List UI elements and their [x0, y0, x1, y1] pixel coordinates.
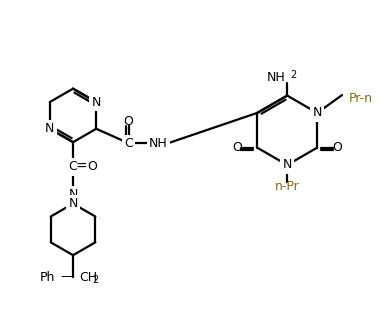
Text: N: N	[92, 96, 101, 109]
Text: CH: CH	[79, 270, 97, 283]
Text: —: —	[61, 270, 74, 283]
Text: 2: 2	[290, 70, 296, 80]
Text: N: N	[283, 159, 292, 172]
Text: =: =	[75, 160, 87, 174]
Text: O: O	[123, 115, 134, 128]
Text: O: O	[87, 161, 97, 174]
Text: N: N	[45, 122, 55, 135]
Text: NH: NH	[149, 137, 168, 150]
Text: O: O	[332, 141, 342, 154]
Text: Ph: Ph	[40, 270, 55, 283]
Text: Pr-n: Pr-n	[349, 92, 373, 105]
Text: N: N	[68, 197, 78, 210]
Text: O: O	[232, 141, 242, 154]
Text: N: N	[68, 188, 78, 201]
Text: n-Pr: n-Pr	[275, 180, 300, 193]
Text: C: C	[124, 137, 133, 150]
Text: 2: 2	[92, 275, 98, 285]
Text: C: C	[68, 161, 77, 174]
Text: N: N	[313, 106, 322, 119]
Text: NH: NH	[267, 71, 285, 84]
